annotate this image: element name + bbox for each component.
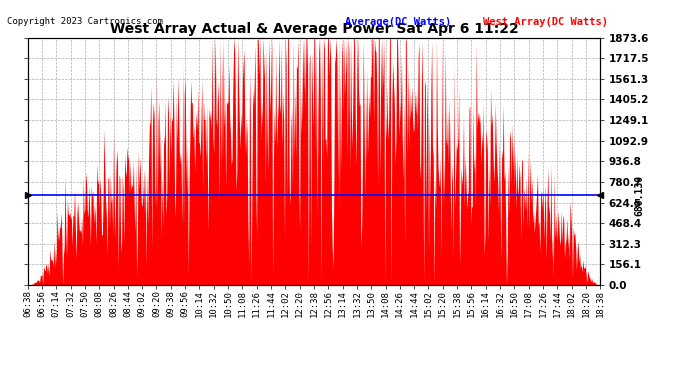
Text: Average(DC Watts): Average(DC Watts) — [345, 17, 451, 27]
Text: Copyright 2023 Cartronics.com: Copyright 2023 Cartronics.com — [7, 17, 163, 26]
Text: West Array(DC Watts): West Array(DC Watts) — [483, 17, 608, 27]
Text: 680.130: 680.130 — [634, 175, 644, 216]
Title: West Array Actual & Average Power Sat Apr 6 11:22: West Array Actual & Average Power Sat Ap… — [110, 22, 518, 36]
